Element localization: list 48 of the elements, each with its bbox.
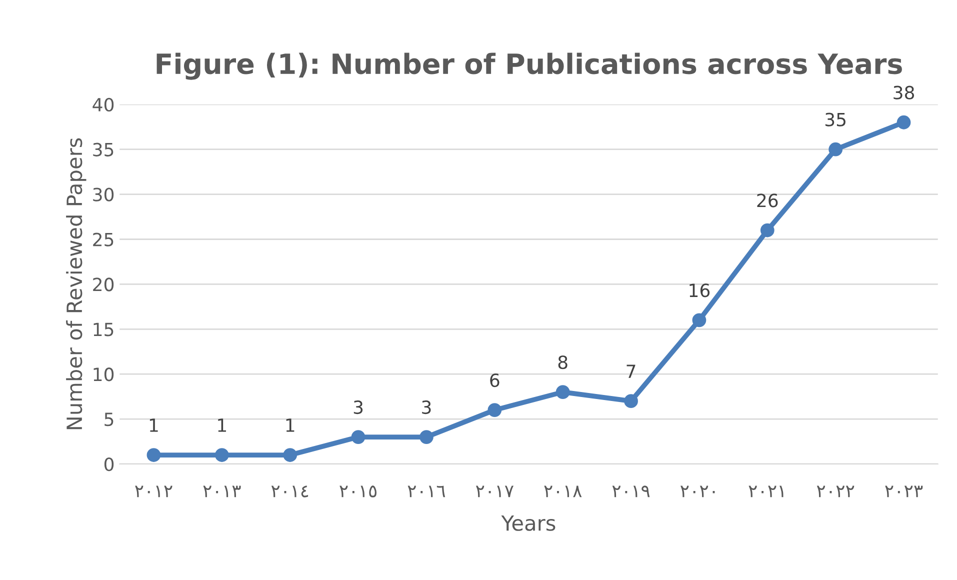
data-label: 3 (422, 400, 431, 414)
data-label: 26 (757, 194, 778, 208)
y-tick-label: 5 (104, 412, 114, 426)
point (283, 448, 298, 462)
point (556, 385, 570, 400)
x-tick-label: ٢٠١٦ (408, 486, 446, 498)
y-tick-label: 10 (94, 368, 114, 382)
point (146, 448, 161, 462)
data-label: 38 (894, 86, 914, 100)
y-tick-label: 25 (93, 232, 114, 246)
data-label: 1 (218, 418, 226, 432)
data-label: 8 (558, 355, 568, 370)
data-label: 3 (354, 400, 363, 414)
x-axis-title: Years (501, 515, 556, 531)
y-axis-title: Number of Reviewed Papers (66, 138, 86, 430)
point (624, 394, 638, 408)
y-tick-label: 15 (94, 322, 114, 336)
data-label: 1 (150, 418, 158, 432)
point (488, 403, 502, 418)
data-label: 1 (286, 418, 294, 432)
chart-title: Figure (1): Number of Publications across Years (156, 52, 902, 80)
x-tick-label: ٢٠١٥ (340, 486, 376, 498)
x-tick-label: ٢٠١٤ (271, 486, 308, 498)
data-label: 35 (825, 112, 846, 126)
x-tick-label: ٢٠٢١ (748, 486, 784, 498)
x-tick-label: ٢٠١٣ (203, 486, 241, 498)
point (896, 115, 911, 130)
x-tick-label: ٢٠١٢ (135, 486, 172, 498)
y-tick-label: 30 (93, 188, 114, 202)
point (828, 142, 843, 156)
y-tick-label: 40 (92, 98, 114, 112)
y-tick-label: 20 (93, 278, 114, 292)
data-label: 6 (490, 373, 500, 388)
y-tick-label: 35 (93, 142, 114, 156)
point (214, 448, 229, 462)
x-tick-label: ٢٠٢٢ (816, 486, 854, 498)
x-tick-label: ٢٠١٧ (476, 486, 514, 498)
point (420, 430, 434, 444)
x-tick-label: ٢٠٢٣ (885, 486, 923, 498)
point (760, 223, 774, 238)
data-label: 16 (690, 284, 710, 298)
data-label: 7 (626, 364, 636, 378)
x-tick-label: ٢٠٢٠ (680, 486, 715, 498)
x-tick-label: ٢٠١٨ (544, 486, 582, 498)
point (351, 430, 366, 444)
y-tick-label: 0 (104, 457, 114, 472)
x-tick-label: ٢٠١٩ (612, 486, 650, 498)
point (692, 313, 706, 328)
